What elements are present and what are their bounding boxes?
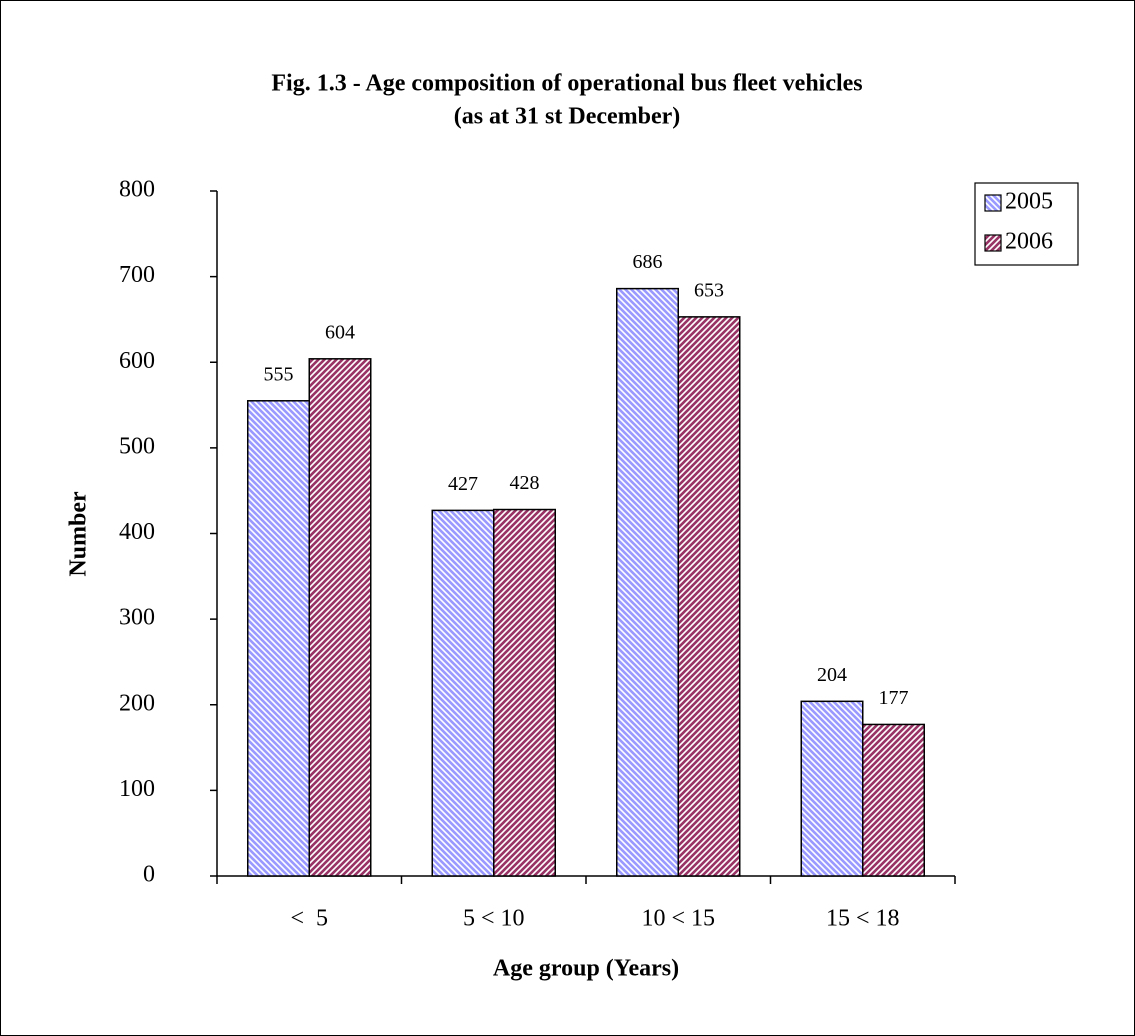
y-tick-label: 200: [119, 690, 155, 716]
y-tick-label: 300: [119, 605, 155, 631]
bar: [247, 400, 310, 877]
x-tick-label: 5 < 10: [463, 906, 525, 932]
chart-subtitle: (as at 31 st December): [454, 104, 681, 130]
y-tick-label: 700: [119, 262, 155, 288]
data-label: 204: [817, 664, 847, 686]
y-tick-label: 0: [143, 862, 155, 888]
y-tick-label: 800: [119, 177, 155, 203]
data-label: 604: [325, 321, 355, 343]
bar: [493, 508, 556, 877]
data-label: 428: [510, 472, 540, 494]
data-label: 177: [879, 687, 909, 709]
x-tick-label: < 5: [290, 906, 328, 932]
data-label: 427: [448, 473, 478, 495]
y-tick-label: 600: [119, 348, 155, 374]
legend-label: 2006: [1005, 229, 1053, 255]
bar: [308, 358, 372, 877]
legend-swatch: [984, 194, 1002, 212]
chart-title: Fig. 1.3 - Age composition of operationa…: [271, 71, 862, 97]
data-label: 653: [694, 279, 724, 301]
y-axis-label: Number: [66, 491, 92, 577]
bar: [862, 723, 925, 877]
y-tick-label: 100: [119, 776, 155, 802]
bar: [431, 509, 495, 877]
bar: [616, 287, 679, 877]
bar: [677, 316, 741, 877]
x-tick-label: 10 < 15: [641, 906, 715, 932]
legend-swatch: [984, 234, 1002, 252]
x-tick-label: 15 < 18: [826, 906, 900, 932]
bar: [800, 700, 864, 877]
y-tick-label: 400: [119, 519, 155, 545]
data-label: 555: [264, 363, 294, 385]
x-axis-label: Age group (Years): [493, 956, 679, 982]
y-tick-label: 500: [119, 433, 155, 459]
data-label: 686: [633, 251, 663, 273]
legend-label: 2005: [1005, 189, 1053, 215]
